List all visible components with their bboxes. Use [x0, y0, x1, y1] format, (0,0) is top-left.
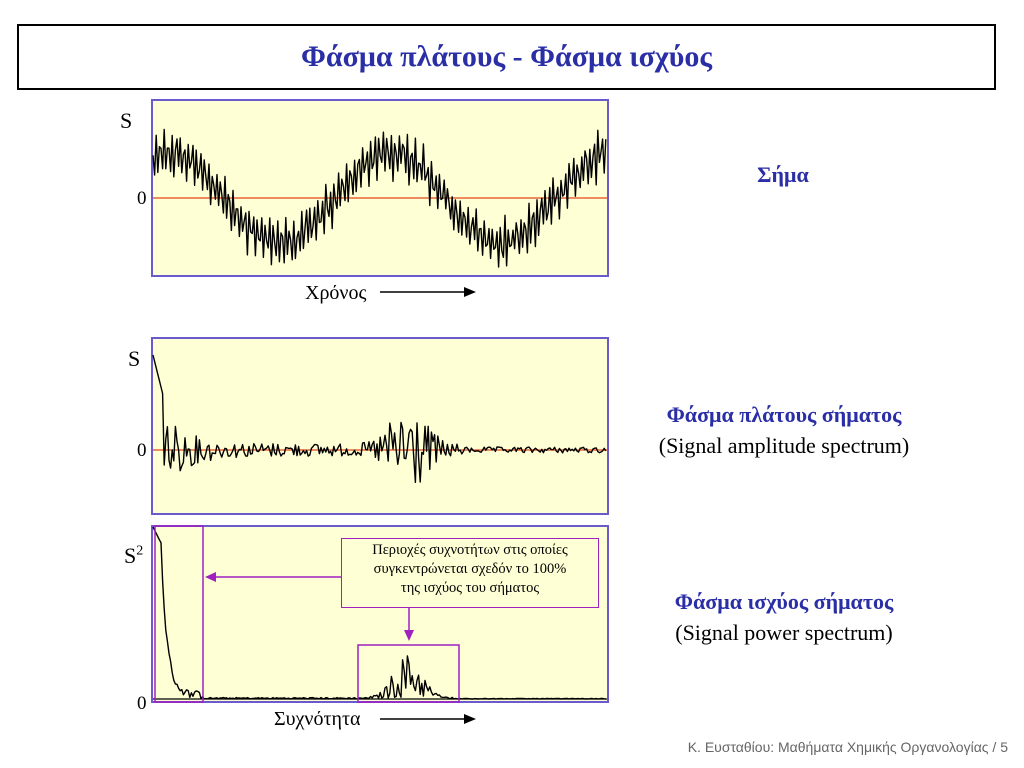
amplitude-plot — [152, 354, 607, 484]
power-y-label-sup: 2 — [136, 543, 144, 559]
amplitude-side-subtitle: (Signal amplitude spectrum) — [658, 433, 910, 458]
callout-line-2: συγκεντρώνεται σχεδόν το 100% — [373, 561, 567, 577]
callout-line-3: της ισχύος του σήματος — [400, 580, 540, 596]
power-y-label-base: S — [124, 543, 137, 568]
footer-text: Κ. Ευσταθίου: Μαθήματα Χημικής Οργανολογ… — [687, 739, 1008, 755]
low-frequency-highlight-box — [154, 525, 204, 703]
signal-y-label: S — [120, 108, 133, 133]
title-box: Φάσμα πλάτους - Φάσμα ισχύος — [17, 24, 996, 90]
power-y-label: S2 — [124, 543, 143, 569]
time-arrow — [380, 287, 476, 297]
amplitude-y-label: S — [128, 346, 141, 371]
amplitude-zero-label: 0 — [137, 440, 147, 461]
amplitude-trace — [152, 354, 607, 484]
signal-plot — [152, 128, 607, 268]
mid-frequency-highlight-box — [357, 644, 460, 703]
signal-x-label: Χρόνος — [305, 282, 367, 304]
slide-title: Φάσμα πλάτους - Φάσμα ισχύος — [300, 40, 713, 73]
signal-trace — [152, 128, 607, 268]
signal-plot-panel — [151, 99, 609, 277]
power-region-callout: Περιοχές συχνοτήτων στις οποίες συγκεντρ… — [341, 538, 599, 608]
power-x-label: Συχνότητα — [274, 708, 361, 730]
power-side-title: Φάσμα ισχύος σήματος — [674, 589, 894, 614]
power-zero-label: 0 — [137, 693, 147, 714]
amplitude-plot-panel — [151, 337, 609, 515]
callout-down-arrow-head — [404, 630, 414, 641]
signal-side-title: Σήμα — [757, 162, 809, 187]
callout-left-arrow-head — [205, 572, 216, 582]
amplitude-side-title: Φάσμα πλάτους σήματος — [666, 402, 902, 427]
callout-line-1: Περιοχές συχνοτήτων στις οποίες — [372, 542, 568, 558]
power-side-subtitle: (Signal power spectrum) — [675, 620, 893, 645]
frequency-arrow — [380, 714, 476, 724]
power-plot — [152, 526, 607, 700]
signal-zero-label: 0 — [137, 188, 147, 209]
